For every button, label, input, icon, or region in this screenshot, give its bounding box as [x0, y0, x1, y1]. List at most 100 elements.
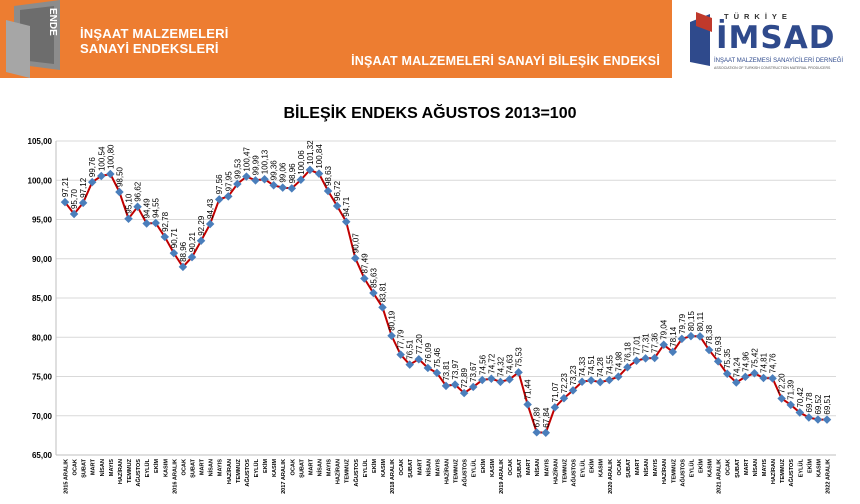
data-point: [305, 165, 315, 175]
x-tick-label: KASIM: [490, 459, 496, 477]
data-label: 73,81: [442, 360, 451, 381]
data-point: [577, 377, 587, 387]
data-label: 100,80: [106, 144, 115, 169]
x-tick-label: EKİM: [371, 459, 378, 473]
x-tick-label: 2015 ARALIK: [64, 459, 70, 494]
header-banner: ENDE İNŞAAT MALZEMELERİ SANAYİ ENDEKSLER…: [0, 0, 672, 78]
data-label: 69,51: [823, 394, 832, 415]
x-tick-label: MAYIS: [327, 459, 333, 476]
data-label: 74,98: [614, 351, 623, 372]
x-tick-label: TEMMUZ: [345, 458, 351, 483]
data-label: 74,51: [587, 355, 596, 376]
data-label: 74,28: [596, 357, 605, 378]
x-tick-label: TEMMUZ: [780, 458, 786, 483]
data-point: [550, 403, 560, 412]
data-point: [178, 262, 188, 272]
data-point: [695, 332, 705, 341]
y-tick-label: 85,00: [32, 294, 53, 303]
x-tick-label: EYLÜL: [362, 458, 369, 477]
data-label: 96,62: [134, 181, 143, 202]
data-point: [768, 374, 777, 383]
data-point: [532, 428, 541, 437]
data-label: 74,56: [478, 354, 487, 375]
x-tick-label: NİSAN: [317, 459, 324, 476]
x-tick-label: KASIM: [272, 459, 278, 477]
data-point: [314, 169, 324, 178]
data-point: [686, 331, 696, 341]
x-tick-label: EYLÜL: [688, 458, 695, 477]
x-tick-label: HAZİRAN: [444, 459, 451, 484]
data-point: [468, 382, 478, 392]
data-label: 74,24: [732, 357, 741, 378]
data-point: [414, 354, 424, 364]
x-tick-label: TEMMUZ: [562, 458, 568, 483]
data-point: [323, 186, 333, 196]
x-tick-label: AĞUSTOS: [243, 459, 251, 487]
logo-subtitle-en: ASSOCIATION OF TURKISH CONSTRUCTION MATE…: [714, 66, 831, 70]
data-label: 94,49: [143, 198, 152, 219]
data-point: [786, 400, 795, 410]
data-point: [614, 372, 623, 381]
x-tick-label: AĞUSTOS: [352, 459, 360, 487]
x-tick-label: OCAK: [290, 459, 296, 475]
data-point: [632, 356, 641, 365]
data-label: 87,49: [360, 253, 369, 274]
x-tick-label: EYLÜL: [253, 458, 260, 477]
data-label: 77,20: [415, 334, 424, 355]
data-point: [278, 183, 287, 192]
x-tick-label: MART: [526, 458, 532, 475]
x-tick-label: EKİM: [153, 459, 160, 473]
banner-title: İNŞAAT MALZEMELERİ SANAYİ ENDEKSLERİ: [80, 26, 229, 56]
data-point: [78, 198, 88, 208]
data-point: [595, 377, 605, 387]
data-label: 69,78: [805, 392, 814, 413]
data-point: [541, 428, 551, 437]
index-cube-icon: ENDE: [6, 0, 60, 78]
data-label: 90,07: [351, 233, 360, 254]
x-tick-label: EKİM: [589, 459, 596, 473]
data-point: [205, 219, 215, 229]
x-tick-label: EYLÜL: [797, 458, 804, 477]
data-label: 80,11: [696, 311, 705, 331]
data-label: 73,67: [469, 361, 478, 382]
x-tick-label: NİSAN: [99, 459, 106, 476]
data-label: 74,76: [769, 353, 778, 374]
data-label: 73,97: [451, 359, 460, 380]
data-point: [813, 415, 823, 424]
data-point: [369, 288, 378, 298]
logo-subtitle: İNŞAAT MALZEMESİ SANAYİCİLERİ DERNEĞİ: [714, 58, 844, 64]
x-tick-label: ŞUBAT: [517, 458, 523, 477]
data-point: [341, 217, 351, 227]
data-point: [242, 172, 251, 181]
data-point: [514, 368, 523, 377]
data-label: 99,76: [88, 157, 97, 178]
x-tick-label: KASIM: [816, 459, 822, 477]
x-tick-label: HAZİRAN: [117, 459, 124, 484]
data-label: 95,70: [70, 188, 79, 209]
data-label: 80,19: [388, 310, 397, 331]
data-point: [60, 197, 70, 207]
data-point: [704, 345, 714, 355]
data-label: 67,84: [542, 407, 551, 428]
imsad-logo: TÜRKİYE İMSAD İNŞAAT MALZEMESİ SANAYİCİL…: [686, 8, 854, 76]
data-label: 100,06: [297, 150, 306, 175]
data-point: [142, 219, 151, 228]
data-point: [732, 378, 741, 387]
data-point: [133, 202, 142, 212]
data-label: 97,12: [79, 177, 88, 198]
x-tick-label: NİSAN: [208, 459, 215, 476]
data-label: 98,96: [288, 163, 297, 184]
x-tick-label: EKİM: [698, 459, 705, 473]
data-label: 78,14: [669, 326, 678, 347]
data-point: [351, 253, 360, 263]
data-label: 74,96: [741, 351, 750, 372]
x-tick-label: HAZİRAN: [770, 459, 777, 484]
data-label: 94,71: [342, 196, 351, 217]
data-label: 99,99: [252, 155, 261, 176]
logo-name: İMSAD: [716, 20, 836, 56]
x-tick-label: AĞUSTOS: [787, 459, 795, 487]
x-tick-label: MART: [635, 458, 641, 475]
x-tick-label: MART: [200, 458, 206, 475]
x-tick-label: ŞUBAT: [299, 458, 305, 477]
